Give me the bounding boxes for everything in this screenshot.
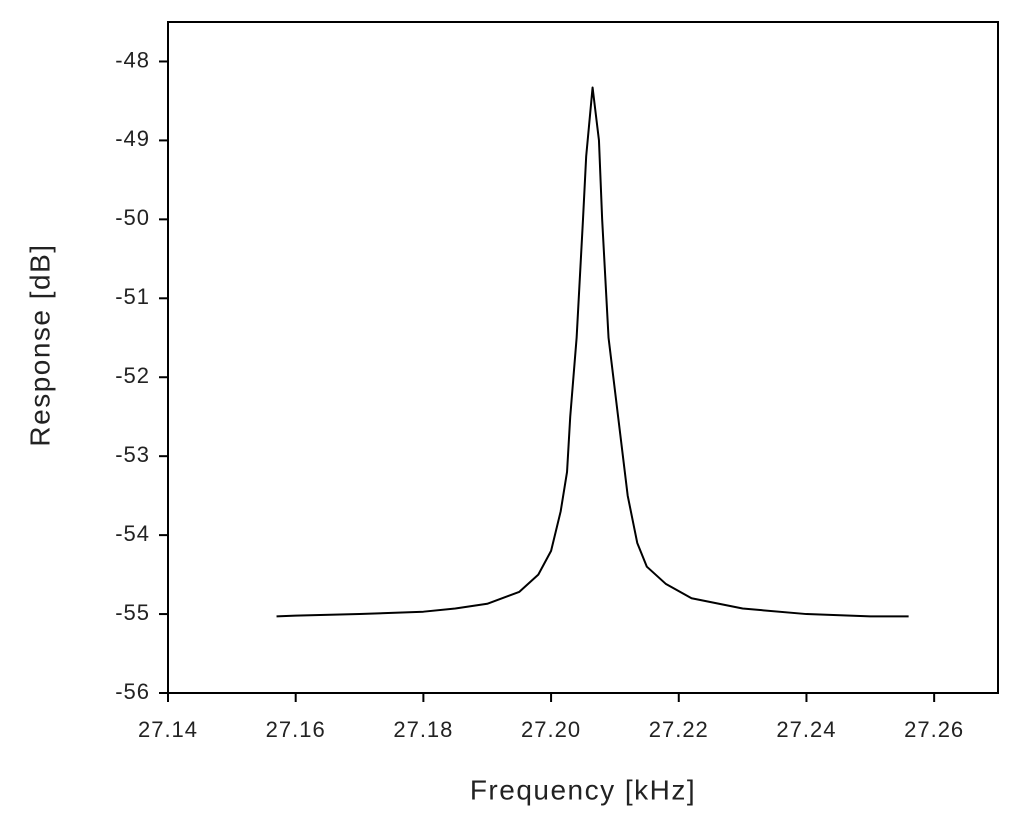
x-tick-label: 27.20 bbox=[521, 717, 581, 742]
y-tick-label: -49 bbox=[115, 126, 150, 151]
y-axis-title: Response [dB] bbox=[24, 243, 55, 446]
x-tick-label: 27.16 bbox=[266, 717, 326, 742]
x-tick-label: 27.14 bbox=[138, 717, 198, 742]
y-tick-label: -52 bbox=[115, 363, 150, 388]
y-tick-label: -51 bbox=[115, 284, 150, 309]
y-tick-label: -56 bbox=[115, 679, 150, 704]
y-tick-label: -48 bbox=[115, 47, 150, 72]
y-tick-label: -53 bbox=[115, 442, 150, 467]
x-axis-title: Frequency [kHz] bbox=[470, 774, 696, 805]
y-tick-label: -50 bbox=[115, 205, 150, 230]
y-tick-label: -54 bbox=[115, 521, 150, 546]
y-tick-label: -55 bbox=[115, 600, 150, 625]
x-tick-label: 27.22 bbox=[649, 717, 709, 742]
x-tick-label: 27.26 bbox=[904, 717, 964, 742]
x-tick-label: 27.24 bbox=[776, 717, 836, 742]
data-line bbox=[276, 86, 909, 618]
x-tick-label: 27.18 bbox=[393, 717, 453, 742]
plot-frame bbox=[167, 21, 999, 694]
